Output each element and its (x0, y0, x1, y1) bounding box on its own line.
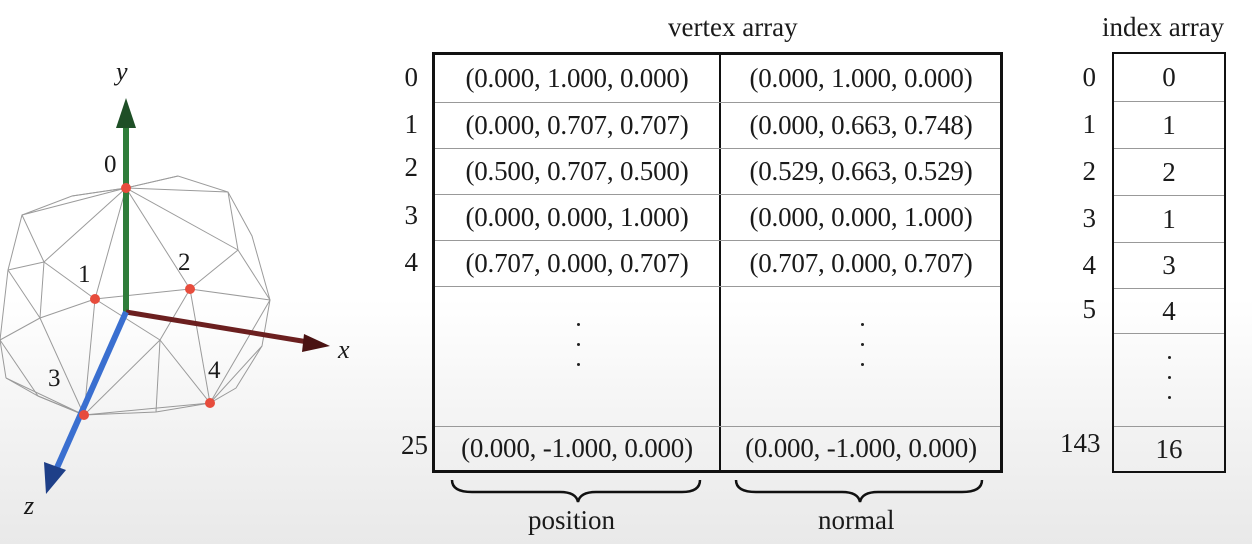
table-row: (0.000, 0.000, 1.000) (0.000, 0.000, 1.0… (435, 195, 1000, 241)
vertex-label-2: 2 (178, 249, 191, 276)
vertex-column-divider (719, 55, 721, 470)
vertex-array-table: (0.000, 1.000, 0.000) (0.000, 1.000, 0.0… (432, 52, 1003, 473)
normal-cell: (0.000, 1.000, 0.000) (749, 63, 973, 93)
table-row: (0.707, 0.000, 0.707) (0.707, 0.000, 0.7… (435, 241, 1000, 287)
normal-cell: (0.529, 0.663, 0.529) (749, 156, 973, 186)
ellipsis-row (1114, 334, 1224, 427)
mesh-wireframe (0, 175, 271, 416)
table-row: 1 (1114, 196, 1224, 243)
table-row: 16 (1155, 433, 1183, 464)
vertex-row-index-4: 4 (404, 247, 419, 277)
x-axis (125, 309, 309, 345)
position-label: position (528, 505, 616, 535)
vertex-label-3: 3 (48, 365, 61, 392)
vertex-point-4 (205, 398, 215, 408)
x-axis-arrowhead (302, 334, 330, 352)
table-row: 2 (1114, 149, 1224, 196)
vertex-point-3 (79, 410, 89, 420)
vertex-row-index-last: 25 (401, 430, 428, 460)
z-axis-arrowhead (44, 462, 66, 494)
index-row-index-3: 3 (1082, 203, 1097, 233)
vertex-label-0: 0 (104, 151, 117, 178)
normal-cell: (0.000, -1.000, 0.000) (745, 433, 977, 463)
table-row: 3 (1114, 243, 1224, 289)
vertex-label-1: 1 (78, 261, 91, 288)
x-axis-label: x (337, 335, 350, 364)
position-cell: (0.500, 0.707, 0.500) (465, 156, 689, 186)
vertical-ellipsis (1166, 356, 1174, 406)
table-row: (0.500, 0.707, 0.500) (0.529, 0.663, 0.5… (435, 149, 1000, 195)
vertical-ellipsis (859, 323, 867, 373)
z-axis (53, 310, 129, 472)
table-row: (0.000, 0.707, 0.707) (0.000, 0.663, 0.7… (435, 103, 1000, 149)
vertex-label-4: 4 (208, 357, 221, 384)
table-row: 1 (1114, 102, 1224, 149)
y-axis-arrowhead (116, 98, 136, 128)
position-cell: (0.000, -1.000, 0.000) (461, 433, 693, 463)
index-row-index-1: 1 (1082, 109, 1097, 139)
vertex-row-index-1: 1 (404, 109, 419, 139)
normal-cell: (0.000, 0.663, 0.748) (749, 110, 973, 140)
position-cell: (0.707, 0.000, 0.707) (465, 248, 689, 278)
z-axis-label: z (23, 491, 34, 520)
index-array-title: index array (1102, 12, 1225, 42)
y-axis-label: y (113, 57, 128, 86)
table-row: 0 (1114, 54, 1224, 102)
position-cell: (0.000, 1.000, 0.000) (465, 63, 689, 93)
vertex-point-1 (90, 294, 100, 304)
index-row-index-2: 2 (1082, 156, 1097, 186)
normal-cell: (0.000, 0.000, 1.000) (749, 202, 973, 232)
index-row-index-0: 0 (1082, 62, 1097, 92)
vertex-array-title: vertex array (668, 12, 798, 42)
icosphere-figure: y x z 0 1 2 3 4 (0, 57, 350, 520)
vertex-point-0 (121, 183, 131, 193)
vertex-row-index-2: 2 (404, 152, 419, 182)
index-row-index-5: 5 (1082, 294, 1097, 324)
vertical-ellipsis (575, 323, 583, 373)
table-row: (0.000, -1.000, 0.000) (0.000, -1.000, 0… (435, 427, 1000, 470)
normal-label: normal (818, 505, 895, 535)
vertex-row-index-0: 0 (404, 62, 419, 92)
vertex-point-2 (185, 284, 195, 294)
position-cell: (0.000, 0.707, 0.707) (465, 110, 689, 140)
table-row: (0.000, 1.000, 0.000) (0.000, 1.000, 0.0… (435, 55, 1000, 103)
index-array-table: 0 1 2 1 3 4 16 (1112, 52, 1226, 473)
index-row-index-4: 4 (1082, 250, 1097, 280)
position-brace (450, 479, 702, 503)
normal-brace (734, 479, 984, 503)
position-cell: (0.000, 0.000, 1.000) (465, 202, 689, 232)
ellipsis-row (435, 287, 1000, 427)
index-row-index-last: 143 (1060, 428, 1101, 458)
vertex-row-index-3: 3 (404, 200, 419, 230)
table-row: 4 (1114, 289, 1224, 334)
normal-cell: (0.707, 0.000, 0.707) (749, 248, 973, 278)
